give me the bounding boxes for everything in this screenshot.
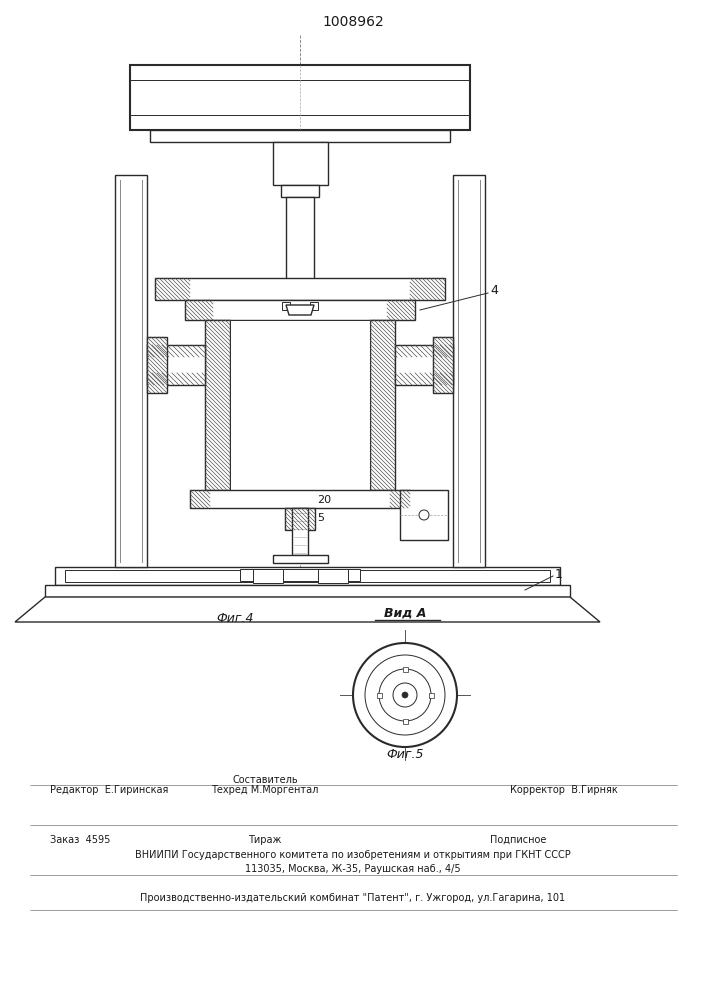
Bar	[55, 567, 560, 585]
Text: Подписное: Подписное	[490, 835, 547, 845]
Bar	[281, 185, 319, 197]
Bar	[453, 175, 485, 567]
Bar	[240, 569, 360, 581]
Circle shape	[353, 643, 457, 747]
Circle shape	[379, 669, 431, 721]
Text: Редактор  Е.Гиринская: Редактор Е.Гиринская	[50, 785, 168, 795]
Circle shape	[393, 683, 417, 707]
Polygon shape	[286, 305, 314, 315]
Bar	[155, 278, 445, 300]
Bar	[273, 555, 328, 563]
Bar	[282, 302, 290, 310]
Bar	[285, 508, 315, 530]
Circle shape	[402, 692, 408, 698]
Polygon shape	[15, 597, 600, 622]
Text: 1: 1	[555, 568, 563, 582]
Text: Вид А: Вид А	[384, 606, 426, 619]
Text: 113035, Москва, Ж-35, Раушская наб., 4/5: 113035, Москва, Ж-35, Раушская наб., 4/5	[245, 864, 461, 874]
Circle shape	[365, 655, 445, 735]
Text: Корректор  В.Гирняк: Корректор В.Гирняк	[510, 785, 618, 795]
Text: 4: 4	[490, 284, 498, 296]
Bar	[292, 508, 308, 555]
Circle shape	[419, 510, 429, 520]
Bar	[115, 175, 147, 567]
Bar	[185, 300, 415, 320]
Bar	[147, 345, 205, 385]
Bar	[433, 337, 453, 393]
Bar	[403, 667, 408, 672]
Text: Заказ  4595: Заказ 4595	[50, 835, 110, 845]
Bar	[377, 693, 382, 698]
Bar	[318, 569, 348, 583]
Bar	[205, 320, 230, 490]
Bar	[150, 130, 450, 142]
Bar	[253, 569, 283, 583]
Bar	[395, 345, 453, 385]
Text: Производственно-издательский комбинат "Патент", г. Ужгород, ул.Гагарина, 101: Производственно-издательский комбинат "П…	[141, 893, 566, 903]
Bar	[370, 320, 395, 490]
Bar	[65, 570, 550, 582]
Bar	[286, 197, 314, 305]
Bar	[190, 490, 410, 508]
Bar	[429, 693, 434, 698]
Bar	[230, 320, 370, 490]
Text: 20: 20	[317, 495, 331, 505]
Bar	[403, 719, 408, 724]
Text: 1008962: 1008962	[322, 15, 384, 29]
Bar	[130, 65, 470, 130]
Bar	[147, 337, 167, 393]
Bar	[45, 585, 570, 597]
Text: Техред М.Моргентал: Техред М.Моргентал	[211, 785, 319, 795]
Bar	[400, 490, 448, 540]
Bar	[310, 302, 318, 310]
Text: Фиг.5: Фиг.5	[386, 748, 423, 762]
Text: ВНИИПИ Государственного комитета по изобретениям и открытиям при ГКНТ СССР: ВНИИПИ Государственного комитета по изоб…	[135, 850, 571, 860]
Text: Тираж: Тираж	[248, 835, 281, 845]
Text: Составитель: Составитель	[232, 775, 298, 785]
Text: 5: 5	[317, 513, 324, 523]
Bar	[273, 142, 328, 185]
Text: Фиг.4: Фиг.4	[216, 611, 254, 624]
